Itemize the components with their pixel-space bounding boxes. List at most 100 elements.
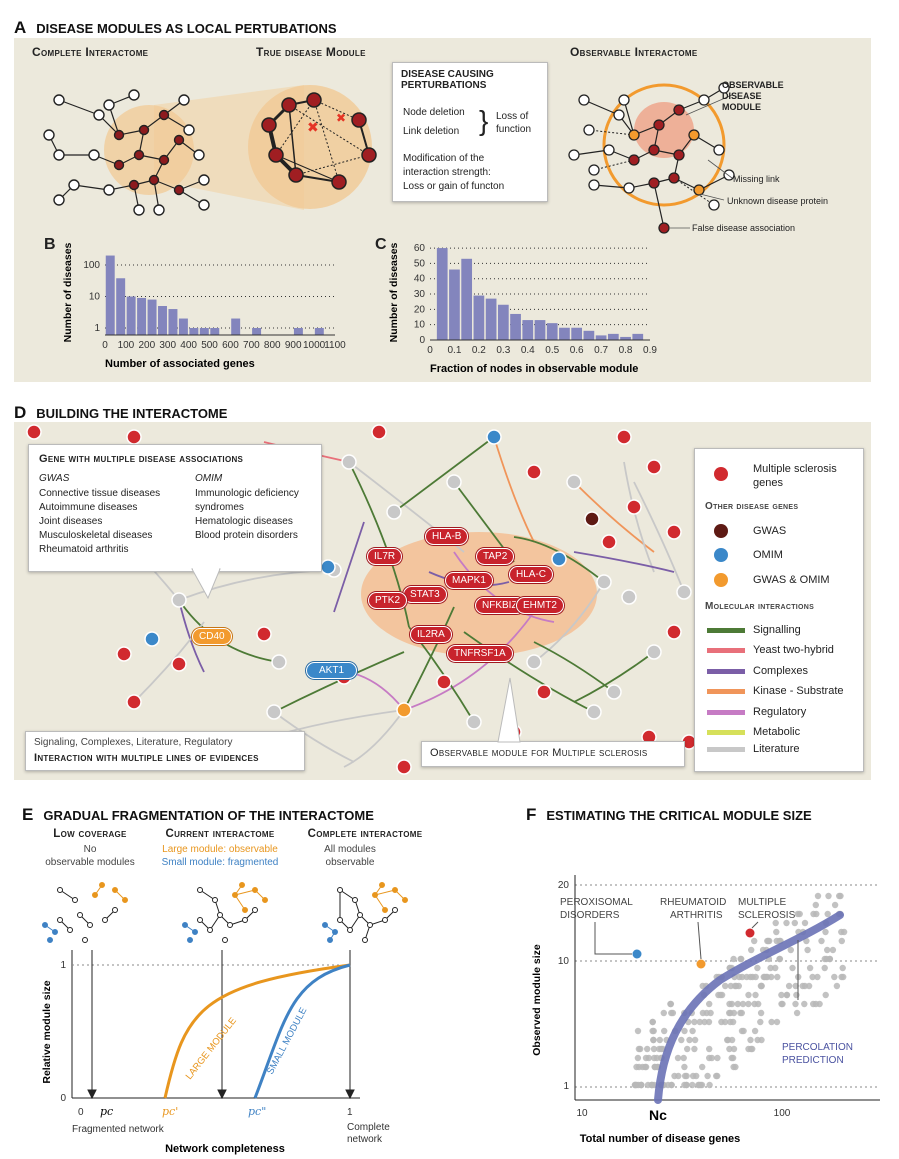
b-xtick: 900 — [285, 340, 302, 351]
f-scatter-point — [699, 1063, 706, 1071]
unknown-protein-label: Unknown disease protein — [727, 196, 829, 206]
c-bar — [461, 258, 473, 340]
legend-omim: OMIM — [753, 549, 783, 561]
brace-icon: } — [479, 105, 489, 136]
gene-AKT1[interactable]: AKT1 — [306, 662, 358, 679]
f-scatter-point — [732, 1063, 739, 1071]
b-ytick: 100 — [83, 260, 100, 271]
c-ylabel: Number of diseases — [388, 242, 400, 342]
b-xtick: 0 — [102, 340, 108, 351]
c-bar — [522, 320, 534, 340]
b-xlabel: Number of associated genes — [105, 358, 255, 370]
rheum-1: RHEUMATOID — [660, 897, 726, 908]
gene-TAP2[interactable]: TAP2 — [476, 548, 515, 565]
b-bar — [252, 328, 262, 335]
peroxisomal-callout — [594, 922, 632, 955]
f-scatter-point — [649, 1018, 656, 1026]
gene-HLA-C[interactable]: HLA-C — [509, 566, 554, 583]
f-scatter-point — [715, 991, 722, 999]
f-scatter-point — [821, 964, 828, 972]
panel-a-title: DISEASE MODULES AS LOCAL PERTUBATIONS — [36, 21, 337, 36]
b-bar — [314, 328, 324, 335]
gene-TNFRSF1A[interactable]: TNFRSF1A — [447, 645, 513, 662]
c-bar — [583, 330, 595, 340]
b-bar — [158, 306, 167, 335]
gene-PTK2[interactable]: PTK2 — [368, 592, 408, 609]
e-comp-net-2: network — [347, 1134, 383, 1145]
gene-box-title: Gene with multiple disease associations — [39, 453, 244, 465]
f-scatter-point — [706, 1045, 713, 1053]
gwas-item: Connective tissue diseases — [39, 488, 161, 499]
gene-IL7R[interactable]: IL7R — [367, 548, 403, 565]
f-scatter-point — [768, 973, 775, 981]
f-scatter-point — [821, 955, 828, 963]
legend-kinase: Kinase - Substrate — [753, 685, 844, 697]
b-xtick: 600 — [222, 340, 239, 351]
complete-sub-1: All modules — [324, 844, 376, 855]
panel-f-header: F ESTIMATING THE CRITICAL MODULE SIZE — [526, 805, 812, 825]
f-scatter-point — [650, 1045, 658, 1053]
b-xtick: 100 — [118, 340, 135, 351]
f-scatter-point — [728, 1054, 735, 1062]
c-xtick: 0.8 — [619, 345, 633, 356]
f-ytick-10: 10 — [558, 956, 570, 967]
b-xtick: 700 — [243, 340, 260, 351]
mini-network-current — [182, 882, 268, 943]
gwas-item: Autoimmune diseases — [39, 502, 138, 513]
f-scatter-point — [767, 964, 774, 972]
f-scatter-point — [789, 964, 796, 972]
gene-STAT3[interactable]: STAT3 — [403, 586, 447, 603]
ms-module-blob — [361, 532, 597, 656]
true-module-nodes — [261, 92, 377, 190]
f-scatter-point — [838, 937, 845, 945]
percolation-curve — [654, 911, 844, 1104]
f-scatter-point — [649, 1027, 656, 1035]
f-ylabel: Observed module size — [531, 944, 543, 1056]
c-ytick: 60 — [414, 243, 426, 254]
f-scatter-point — [678, 1036, 685, 1044]
interactome-nodes — [26, 424, 697, 775]
panel-f-title: ESTIMATING THE CRITICAL MODULE SIZE — [546, 808, 812, 823]
c-bar — [546, 323, 558, 340]
gene-MAPK1[interactable]: MAPK1 — [445, 572, 493, 589]
evidence-line: Signaling, Complexes, Literature, Regula… — [34, 737, 233, 748]
c-xtick: 0.1 — [447, 345, 461, 356]
c-bar — [485, 298, 497, 340]
c-xtick: 0.7 — [594, 345, 608, 356]
gene-CD40[interactable]: CD40 — [192, 628, 232, 645]
f-scatter-point — [768, 1018, 775, 1026]
f-scatter-point — [726, 1000, 733, 1008]
panel-e-header: E GRADUAL FRAGMENTATION OF THE INTERACTOM… — [22, 805, 374, 825]
panel-e-letter: E — [22, 805, 34, 824]
f-scatter-point — [773, 928, 780, 936]
perc-2: PREDICTION — [782, 1055, 844, 1066]
e-pc1: pc' — [162, 1105, 178, 1118]
observable-callout-lines — [670, 94, 733, 229]
observable-network-nodes — [568, 82, 735, 234]
f-scatter-point — [801, 919, 809, 927]
legend-regulatory: Regulatory — [753, 706, 807, 718]
b-xtick: 200 — [138, 340, 155, 351]
e-ytick-1: 1 — [60, 960, 66, 971]
b-xtick: 300 — [159, 340, 176, 351]
f-xtick-10: 10 — [576, 1108, 588, 1119]
f-scatter-point — [840, 973, 847, 981]
f-scatter-point — [745, 991, 752, 999]
b-xtick: 800 — [264, 340, 281, 351]
b-xtick: 1000 — [303, 340, 326, 351]
b-bar — [168, 309, 178, 335]
f-scatter-point — [809, 973, 816, 981]
loss-of-function-1: Loss of — [496, 111, 529, 122]
f-scatter-point — [634, 1054, 642, 1062]
f-scatter-point — [681, 1063, 688, 1071]
f-scatter-point — [632, 1081, 639, 1089]
gene-HLA-B[interactable]: HLA-B — [425, 528, 469, 545]
b-xtick: 1100 — [324, 340, 346, 351]
interaction-links — [53, 436, 685, 768]
gene-IL2RA[interactable]: IL2RA — [410, 626, 452, 643]
observable-ms-box: Observable module for Multiple sclerosis — [421, 741, 685, 767]
e-xlabel: Network completeness — [165, 1143, 285, 1155]
gene-EHMT2[interactable]: EHMT2 — [516, 597, 564, 614]
omim-item: Blood protein disorders — [195, 530, 298, 541]
evidence-title: Interaction with multiple lines of evide… — [34, 752, 259, 764]
